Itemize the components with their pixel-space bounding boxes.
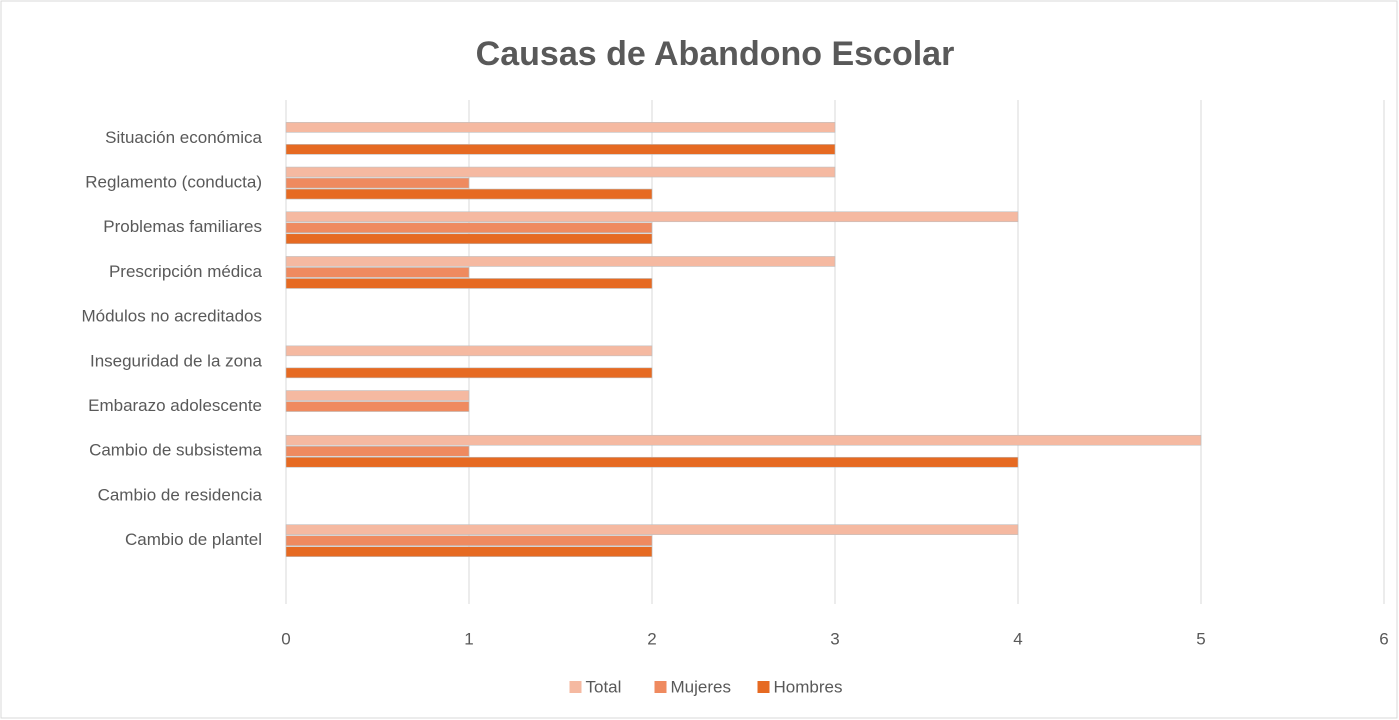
legend-label: Hombres: [774, 677, 843, 696]
y-tick-label: Reglamento (conducta): [85, 173, 262, 192]
bar: [285, 546, 653, 557]
bar: [285, 278, 653, 289]
bar: [285, 256, 836, 267]
bar: [285, 267, 470, 278]
x-tick-label: 1: [464, 629, 473, 648]
y-tick-label: Problemas familiares: [103, 217, 262, 236]
bar: [285, 434, 1202, 446]
bar: [285, 122, 836, 133]
x-tick-label: 6: [1379, 629, 1388, 648]
bar: [285, 535, 653, 546]
y-tick-label: Módulos no acreditados: [81, 307, 262, 326]
y-tick-label: Situación económica: [105, 128, 262, 147]
y-tick-label: Cambio de subsistema: [89, 441, 262, 460]
bar: [285, 367, 653, 379]
x-tick-label: 4: [1013, 629, 1022, 648]
bar: [285, 233, 653, 245]
bar: [285, 177, 470, 189]
x-tick-label: 2: [647, 629, 656, 648]
bar: [285, 456, 1019, 468]
y-tick-label: Inseguridad de la zona: [90, 351, 263, 370]
x-tick-label: 3: [830, 629, 839, 648]
x-tick-label: 0: [281, 629, 290, 648]
x-tick-label: 5: [1196, 629, 1205, 648]
legend-label: Mujeres: [671, 677, 731, 696]
y-tick-label: Cambio de plantel: [125, 530, 262, 549]
bar: [285, 211, 1019, 223]
y-tick-label: Prescripción médica: [109, 262, 263, 281]
y-tick-label: Embarazo adolescente: [88, 396, 262, 415]
bar: [285, 188, 653, 200]
bar: [285, 166, 836, 178]
bar: [285, 524, 1019, 535]
bar: [285, 401, 470, 412]
chart-title: Causas de Abandono Escolar: [476, 35, 955, 73]
bar: [285, 144, 836, 155]
bar: [285, 390, 470, 401]
bar: [285, 445, 470, 457]
bar: [285, 345, 653, 357]
legend-swatch: [757, 681, 770, 693]
legend-swatch: [654, 681, 667, 693]
bar: [285, 222, 653, 234]
legend-swatch: [569, 681, 582, 693]
legend-label: Total: [586, 677, 622, 696]
y-tick-label: Cambio de residencia: [98, 485, 263, 504]
